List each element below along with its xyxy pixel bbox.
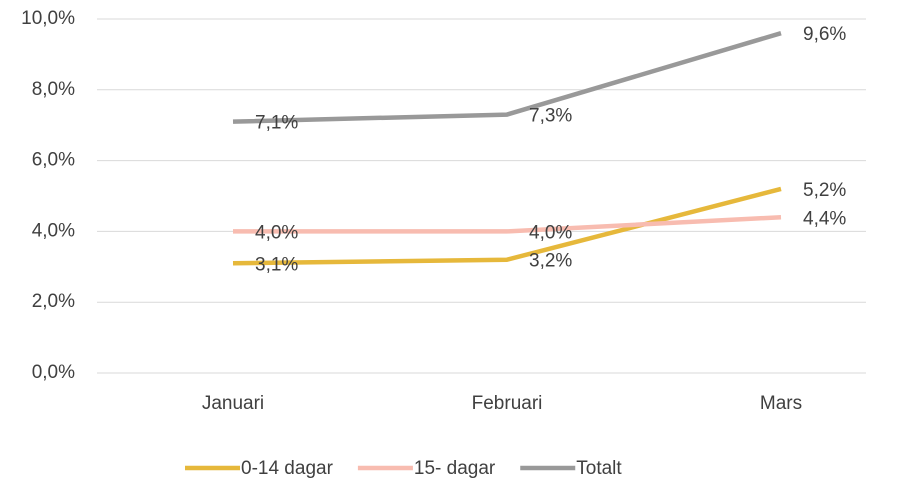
legend-label: Totalt [576, 458, 622, 479]
data-label: 7,3% [529, 106, 572, 127]
y-tick-label: 10,0% [21, 8, 75, 29]
x-tick-label: Januari [202, 393, 264, 414]
data-label: 4,0% [255, 222, 298, 243]
data-label: 3,2% [529, 251, 572, 272]
series-line [232, 186, 782, 266]
data-label: 9,6% [803, 24, 846, 45]
data-label: 5,2% [803, 180, 846, 201]
series-line [232, 31, 782, 124]
y-tick-label: 2,0% [32, 291, 75, 312]
legend-label: 0-14 dagar [241, 458, 334, 479]
data-label: 7,1% [255, 113, 298, 134]
data-label: 4,4% [803, 208, 846, 229]
y-tick-label: 6,0% [32, 150, 75, 171]
data-label: 3,1% [255, 254, 298, 275]
y-tick-label: 8,0% [32, 79, 75, 100]
data-label: 4,0% [529, 222, 572, 243]
x-tick-label: Februari [472, 393, 543, 414]
legend-label: 15- dagar [414, 458, 496, 479]
y-tick-label: 4,0% [32, 220, 75, 241]
series-line [233, 214, 782, 234]
y-tick-label: 0,0% [32, 362, 75, 383]
x-tick-label: Mars [760, 393, 802, 414]
